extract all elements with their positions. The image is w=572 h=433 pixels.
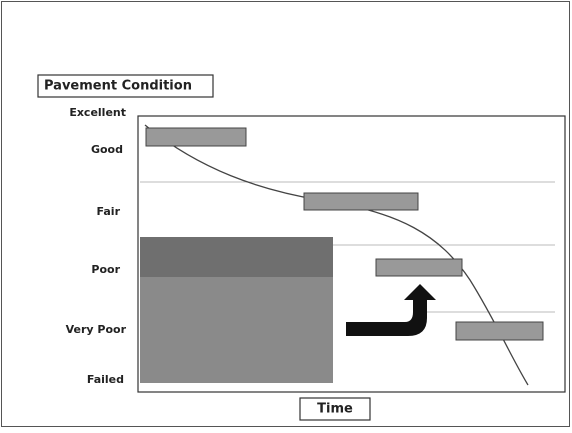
- x-axis-title: Time: [317, 402, 353, 417]
- y-title-box: [37, 74, 214, 98]
- label-box: [455, 321, 544, 341]
- level-label: Good: [91, 143, 123, 156]
- label-box: [375, 258, 463, 277]
- level-label: Fair: [97, 205, 121, 218]
- label-box: [303, 192, 419, 211]
- level-label: Very Poor: [66, 323, 127, 336]
- y-axis-title: Pavement Condition: [44, 79, 192, 94]
- arrow: [346, 284, 436, 336]
- level-label: Poor: [91, 263, 120, 276]
- level-label: Failed: [87, 373, 124, 386]
- x-title-box: [299, 397, 371, 421]
- label-box: [145, 127, 247, 147]
- photo-sky: [140, 237, 333, 277]
- level-label: Excellent: [69, 106, 126, 119]
